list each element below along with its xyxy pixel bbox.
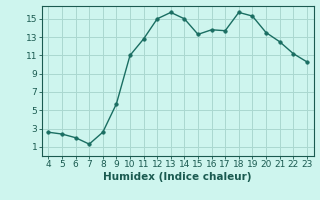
X-axis label: Humidex (Indice chaleur): Humidex (Indice chaleur) — [103, 172, 252, 182]
